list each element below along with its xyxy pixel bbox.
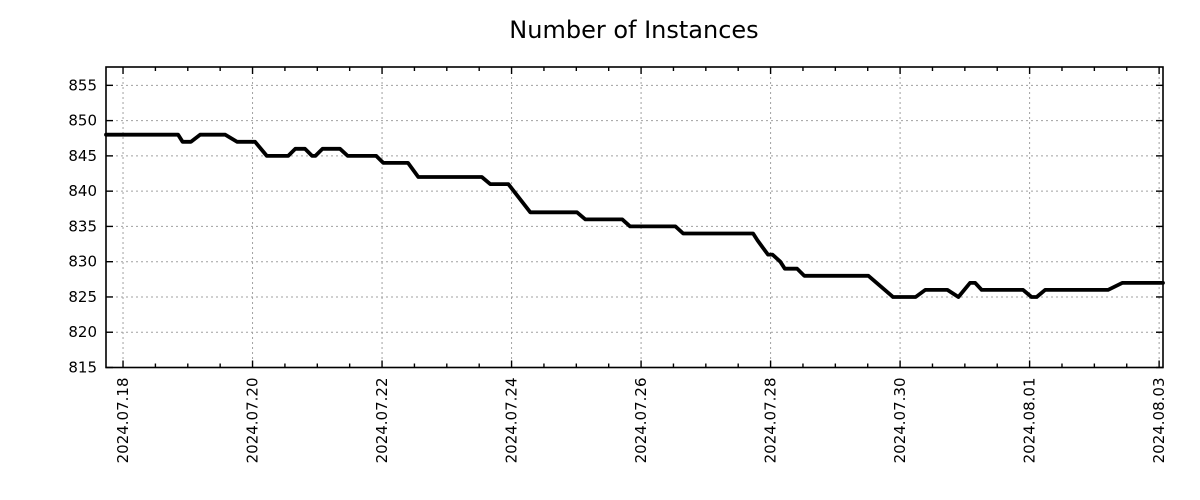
x-tick-label: 2024.07.28	[762, 378, 780, 464]
y-tick-label: 845	[68, 147, 97, 165]
x-tick-label: 2024.08.03	[1150, 378, 1168, 464]
x-tick-label: 2024.07.22	[373, 378, 391, 464]
grid-layer	[106, 67, 1163, 368]
label-layer: 815 820 825 830 835 840 845 850 855 2024.07.18 202…	[68, 76, 1168, 463]
y-tick-label: 850	[68, 112, 97, 130]
x-tick-label: 2024.07.24	[503, 378, 521, 464]
axis-layer	[105, 66, 1164, 369]
data-line-instances	[104, 132, 1165, 299]
x-tick-label: 2024.07.18	[114, 378, 132, 464]
x-tick-label: 2024.07.26	[632, 378, 650, 464]
y-tick-label: 825	[68, 288, 97, 306]
chart-title: Number of Instances	[509, 16, 758, 44]
y-tick-label: 840	[68, 182, 97, 200]
x-tick-label: 2024.08.01	[1021, 378, 1039, 464]
plot-border	[105, 66, 1164, 369]
y-tick-label: 855	[68, 76, 97, 94]
y-tick-label: 835	[68, 217, 97, 235]
y-tick-label: 815	[68, 359, 97, 377]
y-tick-label: 820	[68, 323, 97, 341]
x-tick-label: 2024.07.30	[891, 378, 909, 464]
x-tick-label: 2024.07.20	[244, 378, 262, 464]
data-layer	[104, 132, 1165, 299]
y-tick-label: 830	[68, 253, 97, 271]
